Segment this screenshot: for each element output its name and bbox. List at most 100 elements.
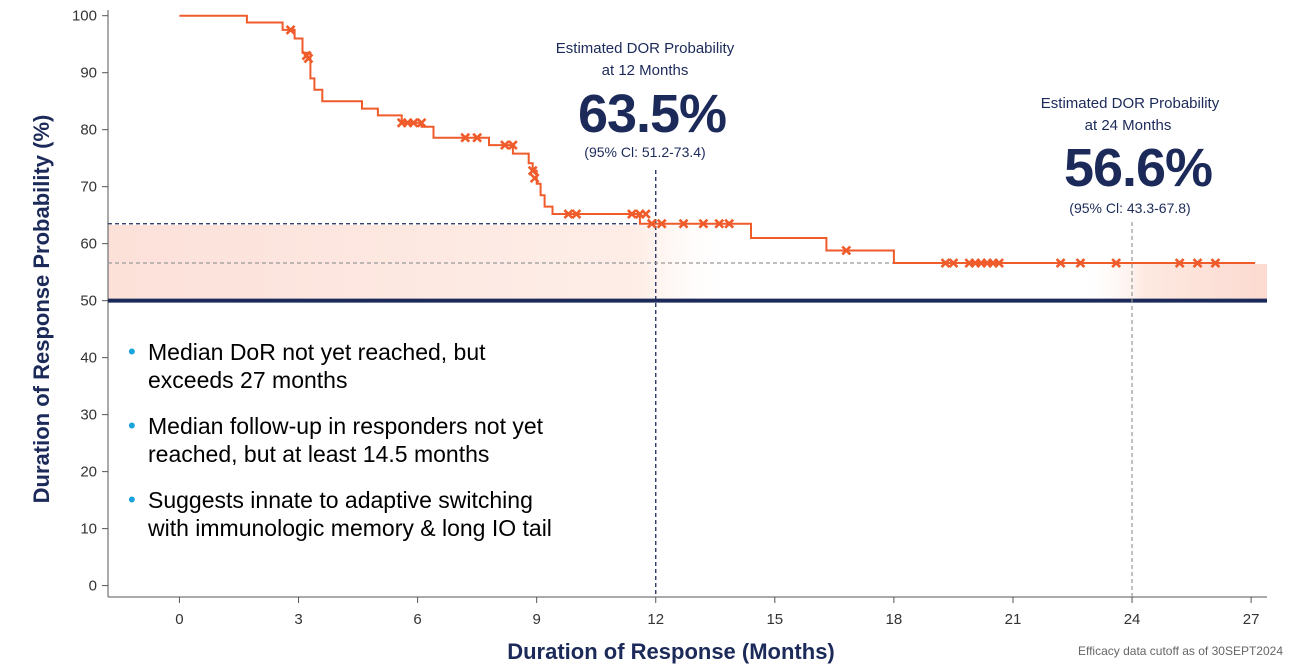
x-axis-title: Duration of Response (Months) [507, 639, 835, 664]
censor-stroke [472, 132, 483, 143]
censor-mark [408, 117, 419, 128]
x-tick-label: 15 [766, 611, 783, 628]
censor-mark [1174, 258, 1185, 268]
censor-mark [940, 258, 951, 268]
censor-stroke [571, 209, 582, 219]
censor-stroke [303, 53, 314, 64]
y-axis-title: Duration of Response Probability (%) [29, 115, 54, 504]
censor-stroke [994, 258, 1004, 268]
reference-lines [108, 170, 1267, 597]
annotation-24-ci: (95% Cl: 43.3-67.8) [1069, 200, 1190, 216]
censor-stroke [940, 258, 951, 268]
annotation-24-months: Estimated DOR Probability at 24 Months 5… [1041, 95, 1220, 216]
censor-stroke [408, 117, 419, 128]
bullet-item: • Suggests innate to adaptive switching wi… [128, 486, 628, 542]
bullet-line1: Suggests innate to adaptive switching [148, 487, 533, 513]
annotation-12-head-line2: at 12 Months [602, 62, 689, 79]
axes: 0 10 20 30 40 50 60 70 80 90 100 0 3 6 9 12 15 18 21 24 27 [72, 8, 1267, 628]
censor-stroke [285, 25, 296, 35]
censor-mark [285, 25, 296, 35]
y-tick-label: 40 [80, 350, 97, 367]
censor-stroke [563, 209, 574, 219]
x-tick-label: 0 [175, 611, 183, 628]
y-tick-label: 20 [80, 464, 97, 481]
censor-stroke [527, 165, 538, 176]
y-tick-label: 30 [80, 407, 97, 424]
y-tick-label: 50 [80, 293, 97, 310]
x-tick-label: 18 [886, 611, 903, 628]
censor-mark [527, 165, 538, 176]
censor-stroke [678, 218, 689, 229]
bullet-line2: exceeds 27 months [148, 367, 348, 393]
censor-mark [1210, 258, 1221, 268]
bullet-dot: • [128, 339, 136, 364]
censor-stroke [627, 209, 637, 219]
censor-stroke [640, 209, 651, 219]
censor-mark [948, 258, 959, 268]
bullet-line1: Median follow-up in responders not yet [148, 413, 544, 439]
censor-mark [507, 140, 518, 150]
censor-stroke [507, 140, 518, 150]
censor-mark [460, 132, 471, 143]
y-tick-label: 100 [72, 8, 97, 25]
censor-mark [563, 209, 574, 219]
bullet-item: • Median DoR not yet reached, but exceeds … [128, 338, 628, 394]
censor-stroke [724, 218, 735, 229]
x-tick-label: 21 [1005, 611, 1022, 628]
censor-marks [285, 25, 1221, 268]
annotation-12-ci: (95% Cl: 51.2-73.4) [584, 144, 705, 160]
censor-mark [499, 140, 510, 150]
y-tick-label: 90 [80, 65, 97, 82]
x-tick-label: 9 [532, 611, 540, 628]
censor-mark [1055, 258, 1066, 268]
bullet-line2: with immunologic memory & long IO tail [148, 515, 552, 541]
censor-stroke [1210, 258, 1221, 268]
x-tick-label: 3 [294, 611, 302, 628]
censor-mark [698, 218, 709, 229]
bullet-dot: • [128, 413, 136, 438]
y-tick-label: 80 [80, 122, 97, 139]
censor-mark [1075, 258, 1086, 268]
censor-mark [303, 53, 314, 64]
censor-stroke [646, 218, 657, 229]
censor-stroke [1174, 258, 1185, 268]
censor-stroke [499, 140, 510, 150]
censor-mark [416, 117, 427, 128]
x-tick-label: 12 [647, 611, 664, 628]
x-tick-label: 24 [1124, 611, 1141, 628]
censor-mark [714, 218, 725, 229]
censor-mark [571, 209, 582, 219]
annotation-24-head-line2: at 24 Months [1085, 117, 1172, 134]
censor-stroke [1075, 258, 1086, 268]
shaded-band-right [1080, 264, 1267, 302]
annotation-12-value: 63.5% [578, 84, 726, 144]
x-tick-label: 27 [1243, 611, 1260, 628]
y-tick-label: 0 [89, 578, 97, 595]
censor-mark [724, 218, 735, 229]
censor-stroke [841, 245, 852, 256]
y-tick-label: 70 [80, 179, 97, 196]
censor-mark [841, 245, 852, 256]
annotation-12-months: Estimated DOR Probability at 12 Months 6… [556, 40, 735, 160]
censor-stroke [529, 173, 540, 184]
censor-mark [1111, 258, 1122, 268]
censor-mark [640, 209, 651, 219]
censor-stroke [1111, 258, 1122, 268]
x-tick-label: 6 [413, 611, 421, 628]
bullet-line1: Median DoR not yet reached, but [148, 339, 486, 365]
y-tick-label: 10 [80, 521, 97, 538]
censor-mark [627, 209, 637, 219]
censor-stroke [416, 117, 427, 128]
bullet-list: • Median DoR not yet reached, but exceeds … [128, 338, 628, 560]
censor-mark [994, 258, 1004, 268]
bullet-dot: • [128, 487, 136, 512]
censor-stroke [656, 218, 667, 229]
censor-stroke [698, 218, 709, 229]
censor-stroke [460, 132, 471, 143]
censor-mark [678, 218, 689, 229]
y-tick-label: 60 [80, 236, 97, 253]
bullet-line2: reached, but at least 14.5 months [148, 441, 490, 467]
footnote: Efficacy data cutoff as of 30SEPT2024 [1078, 644, 1283, 658]
censor-mark [529, 173, 540, 184]
